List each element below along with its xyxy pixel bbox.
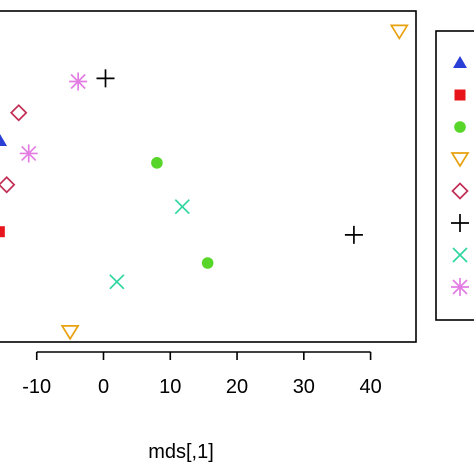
data-points xyxy=(0,24,409,341)
legend-symbol-circle xyxy=(454,121,466,133)
data-point-plus-1 xyxy=(344,225,363,244)
x-axis: -10 0 10 20 30 40 xyxy=(22,351,382,398)
x-tick-label-4: 30 xyxy=(293,376,315,398)
x-tick-label-2: 10 xyxy=(159,376,181,398)
x-axis-title: mds[,1] xyxy=(148,441,214,463)
legend xyxy=(450,56,470,296)
data-point-circle-0 xyxy=(151,157,163,169)
data-point-cross-1 xyxy=(109,274,125,290)
data-point-diamond-0 xyxy=(9,104,28,122)
legend-symbol-triangle-down xyxy=(450,152,470,168)
plot-area-box xyxy=(0,10,417,343)
x-tick-label-0: -10 xyxy=(22,376,51,398)
data-point-triangle-0 xyxy=(0,133,7,146)
x-tick-label-3: 20 xyxy=(226,376,248,398)
x-tick-label-5: 40 xyxy=(359,376,381,398)
data-point-cross-0 xyxy=(174,199,190,215)
legend-symbol-triangle xyxy=(453,56,467,68)
data-point-asterisk-0 xyxy=(69,72,88,91)
data-point-triangle-down-0 xyxy=(389,24,409,41)
x-tick-label-1: 0 xyxy=(98,376,109,398)
data-point-asterisk-1 xyxy=(19,144,38,163)
legend-symbol-square xyxy=(454,89,466,101)
legend-box xyxy=(435,30,474,321)
legend-symbol-cross xyxy=(452,247,468,263)
legend-symbol-diamond xyxy=(451,182,469,200)
data-point-plus-0 xyxy=(96,69,115,88)
data-point-diamond-1 xyxy=(0,176,16,194)
data-point-triangle-down-1 xyxy=(60,325,80,341)
data-point-square-0 xyxy=(0,226,5,238)
legend-symbol-plus xyxy=(451,214,469,232)
data-point-circle-1 xyxy=(201,257,214,269)
legend-symbol-asterisk xyxy=(451,278,469,296)
